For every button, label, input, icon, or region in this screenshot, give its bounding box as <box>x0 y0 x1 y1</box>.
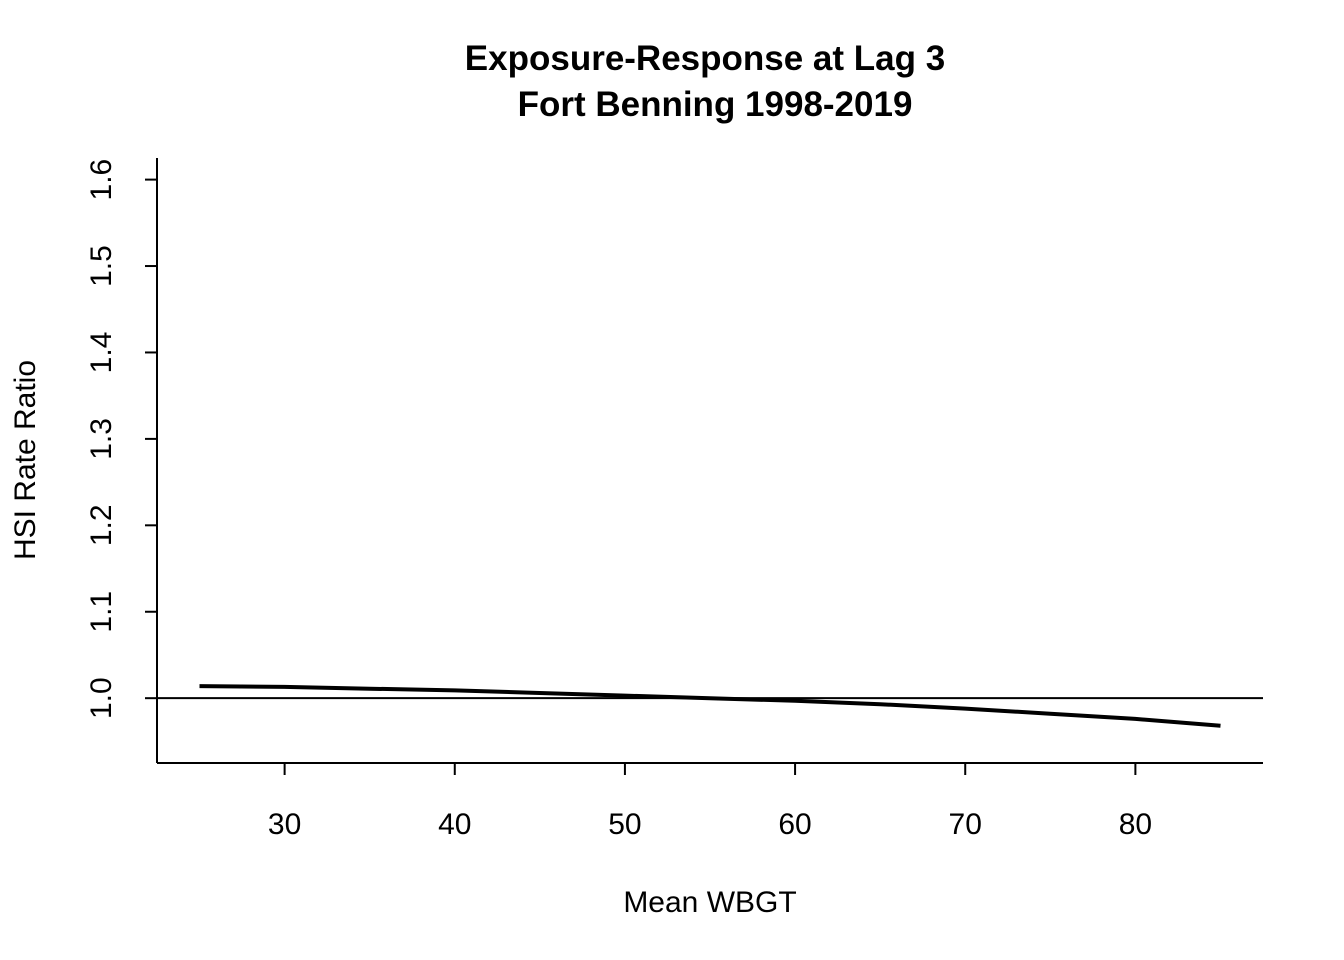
y-tick-label: 1.6 <box>85 159 118 201</box>
y-tick-label: 1.3 <box>85 418 118 460</box>
y-tick-label: 1.1 <box>85 591 118 633</box>
chart-title: Exposure-Response at Lag 3 Fort Benning … <box>465 39 945 124</box>
x-tick-label: 80 <box>1119 808 1152 841</box>
series-group <box>199 684 1221 728</box>
chart-title-line-1: Exposure-Response at Lag 3 <box>465 39 945 78</box>
y-tick-label: 1.5 <box>85 245 118 287</box>
y-tick-label: 1.4 <box>85 332 118 374</box>
x-axis-label: Mean WBGT <box>623 886 796 919</box>
x-tick-label: 40 <box>438 808 471 841</box>
series-line <box>199 684 1221 728</box>
y-axis-label: HSI Rate Ratio <box>9 360 42 560</box>
x-tick-label: 50 <box>608 808 641 841</box>
x-tick-label: 60 <box>778 808 811 841</box>
axes: 30 40 50 60 70 80 1.0 1.1 1.2 1.3 1.4 1.5 1.6 <box>85 158 1263 841</box>
x-tick-label: 30 <box>268 808 301 841</box>
y-tick-label: 1.0 <box>85 677 118 719</box>
y-tick-label: 1.2 <box>85 504 118 546</box>
x-tick-label: 70 <box>949 808 982 841</box>
chart-subtitle: Fort Benning 1998-2019 <box>518 85 913 124</box>
